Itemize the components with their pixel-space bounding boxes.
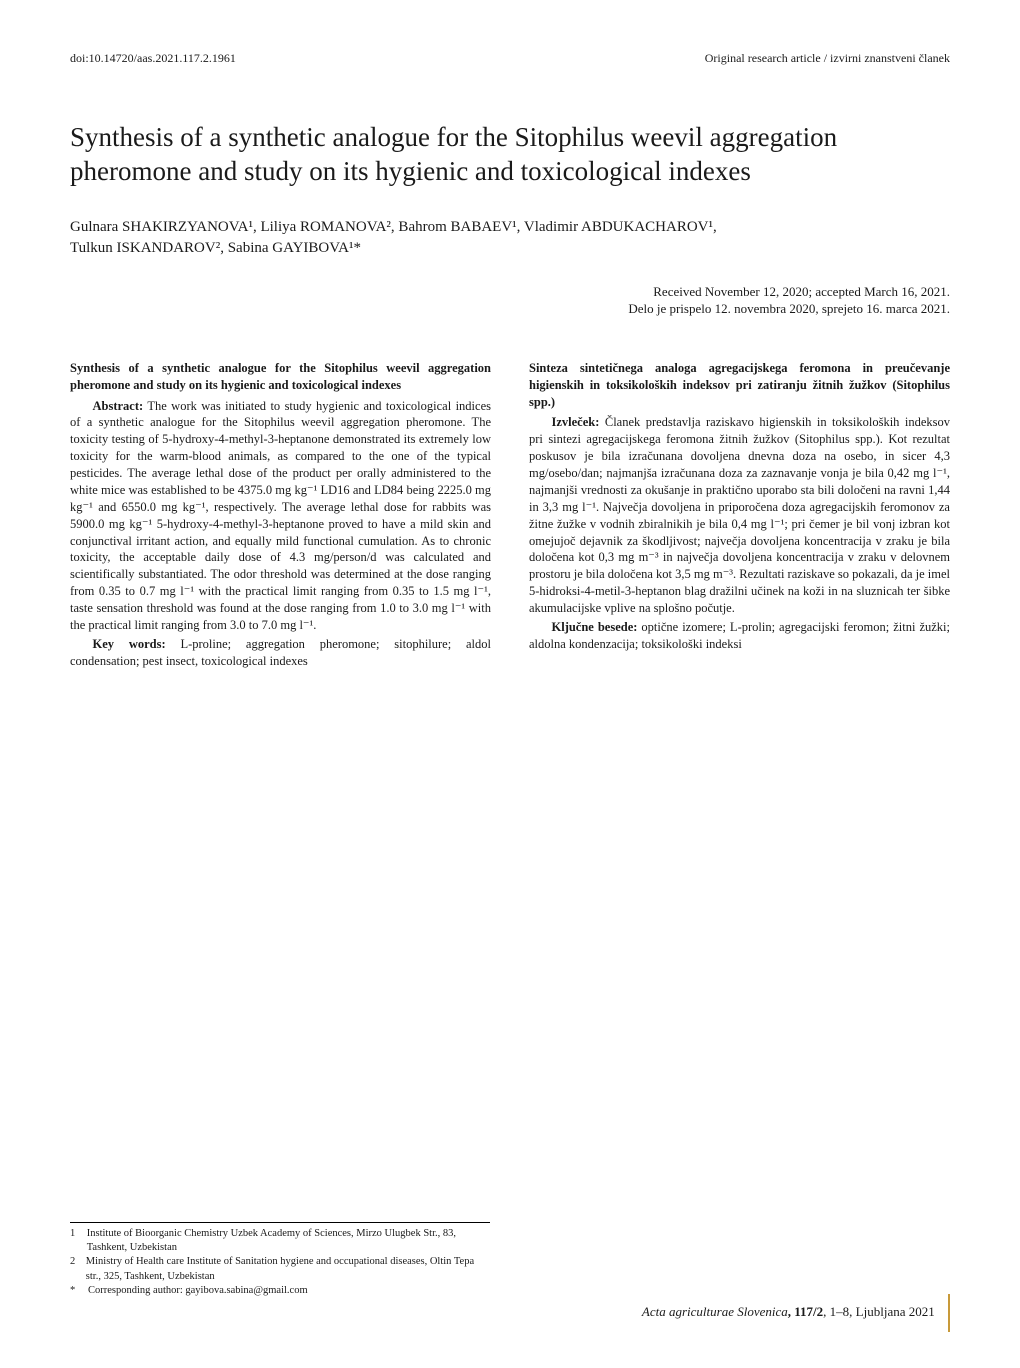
right-keywords: Ključne besede: optične izomere; L-proli… <box>529 619 950 653</box>
footnote-text-1: Institute of Bioorganic Chemistry Uzbek … <box>87 1227 490 1255</box>
left-abstract-body: Abstract: The work was initiated to stud… <box>70 398 491 634</box>
received-block: Received November 12, 2020; accepted Mar… <box>70 283 950 318</box>
issue-number: , 117/2 <box>788 1304 823 1319</box>
received-sl: Delo je prispelo 12. novembra 2020, spre… <box>70 300 950 318</box>
left-abstract-title: Synthesis of a synthetic analogue for th… <box>70 360 491 394</box>
page-footer: Acta agriculturae Slovenica, 117/2, 1–8,… <box>70 1294 950 1332</box>
right-abstract-title: Sinteza sintetičnega analoga agregacijsk… <box>529 360 950 411</box>
right-abstract-body: Izvleček: Članek predstavlja raziskavo h… <box>529 414 950 617</box>
authors-block: Gulnara SHAKIRZYANOVA¹, Liliya ROMANOVA²… <box>70 217 950 259</box>
right-keywords-label: Ključne besede: <box>552 620 638 634</box>
left-abstract-text: The work was initiated to study hygienic… <box>70 399 491 632</box>
abstract-left-col: Synthesis of a synthetic analogue for th… <box>70 360 491 670</box>
pages-text: , 1–8, Ljubljana 2021 <box>823 1304 935 1319</box>
authors-line-2: Tulkun ISKANDAROV², Sabina GAYIBOVA¹* <box>70 238 950 259</box>
right-abstract-label: Izvleček: <box>552 415 600 429</box>
doi-text: doi:10.14720/aas.2021.117.2.1961 <box>70 50 236 66</box>
right-abstract-text: Članek predstavlja raziskavo higienskih … <box>529 415 950 615</box>
received-en: Received November 12, 2020; accepted Mar… <box>70 283 950 301</box>
left-keywords-label: Key words: <box>93 637 166 651</box>
footnote-1: 1 Institute of Bioorganic Chemistry Uzbek… <box>70 1227 490 1255</box>
article-title: Synthesis of a synthetic analogue for th… <box>70 121 950 189</box>
footnotes-block: 1 Institute of Bioorganic Chemistry Uzbek… <box>70 1222 490 1298</box>
accent-bar-icon <box>948 1294 950 1332</box>
footnote-num-2: 2 <box>70 1255 78 1283</box>
abstracts-row: Synthesis of a synthetic analogue for th… <box>70 360 950 670</box>
authors-line-1: Gulnara SHAKIRZYANOVA¹, Liliya ROMANOVA²… <box>70 217 950 238</box>
footnote-text-2: Ministry of Health care Institute of San… <box>86 1255 490 1283</box>
left-keywords: Key words: L-proline; aggregation pherom… <box>70 636 491 670</box>
left-abstract-label: Abstract: <box>93 399 144 413</box>
footnote-num-1: 1 <box>70 1227 79 1255</box>
abstract-right-col: Sinteza sintetičnega analoga agregacijsk… <box>529 360 950 670</box>
footnote-2: 2 Ministry of Health care Institute of Sa… <box>70 1255 490 1283</box>
journal-name: Acta agriculturae Slovenica <box>642 1304 788 1319</box>
article-type: Original research article / izvirni znan… <box>705 50 950 66</box>
